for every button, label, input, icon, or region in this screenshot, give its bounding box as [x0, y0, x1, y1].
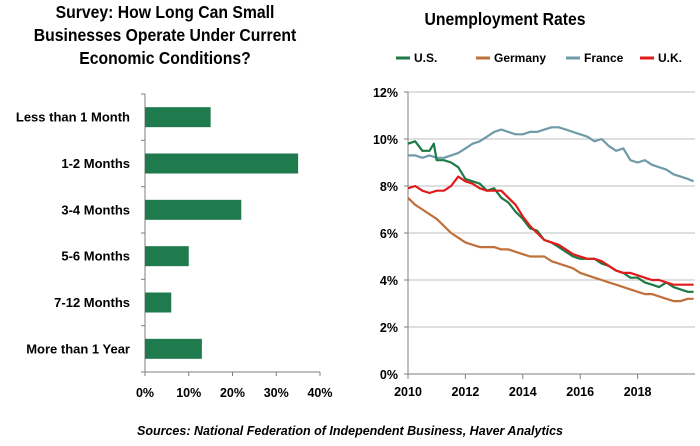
bar-4	[145, 292, 172, 313]
legend-label: Germany	[494, 51, 546, 65]
bar-x-tick-label: 30%	[264, 386, 289, 400]
bar-5	[145, 338, 202, 359]
line-y-tick-label: 2%	[380, 321, 398, 335]
line-x-tick-label: 2014	[509, 385, 537, 399]
source-note: Sources: National Federation of Independ…	[136, 424, 564, 438]
line-y-tick-label: 8%	[380, 180, 398, 194]
bar-x-tick-label: 20%	[220, 386, 245, 400]
bar-0	[145, 107, 211, 128]
bar-1	[145, 153, 299, 174]
series-line-germany	[407, 197, 694, 303]
legend-label: France	[584, 51, 624, 65]
bar-x-tick-label: 10%	[176, 386, 201, 400]
bar-category-label: 7-12 Months	[54, 295, 130, 310]
line-y-tick-label: 0%	[380, 368, 398, 382]
line-x-tick-label: 2010	[394, 385, 422, 399]
line-y-tick-label: 10%	[373, 133, 398, 147]
series-line-france	[408, 126, 695, 183]
bar-category-label: 1-2 Months	[61, 156, 130, 171]
line-x-tick-label: 2016	[566, 385, 594, 399]
series-line-uk	[407, 175, 694, 286]
bar-category-label: 5-6 Months	[61, 249, 130, 264]
bar-category-label: Less than 1 Month	[16, 110, 130, 125]
survey-chart-title: Survey: How Long Can Small Businesses Op…	[33, 2, 297, 68]
line-x-tick-label: 2018	[624, 385, 652, 399]
legend-label: U.K.	[658, 51, 682, 65]
bar-x-tick-label: 0%	[136, 386, 154, 400]
line-y-tick-label: 4%	[380, 274, 398, 288]
bar-category-label: More than 1 Year	[26, 341, 130, 356]
bar-3	[145, 246, 189, 267]
bar-2	[145, 199, 242, 220]
line-x-tick-label: 2012	[451, 385, 479, 399]
legend-label: U.S.	[414, 51, 437, 65]
bar-category-label: 3-4 Months	[61, 202, 130, 217]
bar-x-tick-label: 40%	[307, 386, 332, 400]
line-y-tick-label: 6%	[380, 227, 398, 241]
line-y-tick-label: 12%	[373, 86, 398, 100]
unemployment-chart-title: Unemployment Rates	[424, 9, 586, 29]
